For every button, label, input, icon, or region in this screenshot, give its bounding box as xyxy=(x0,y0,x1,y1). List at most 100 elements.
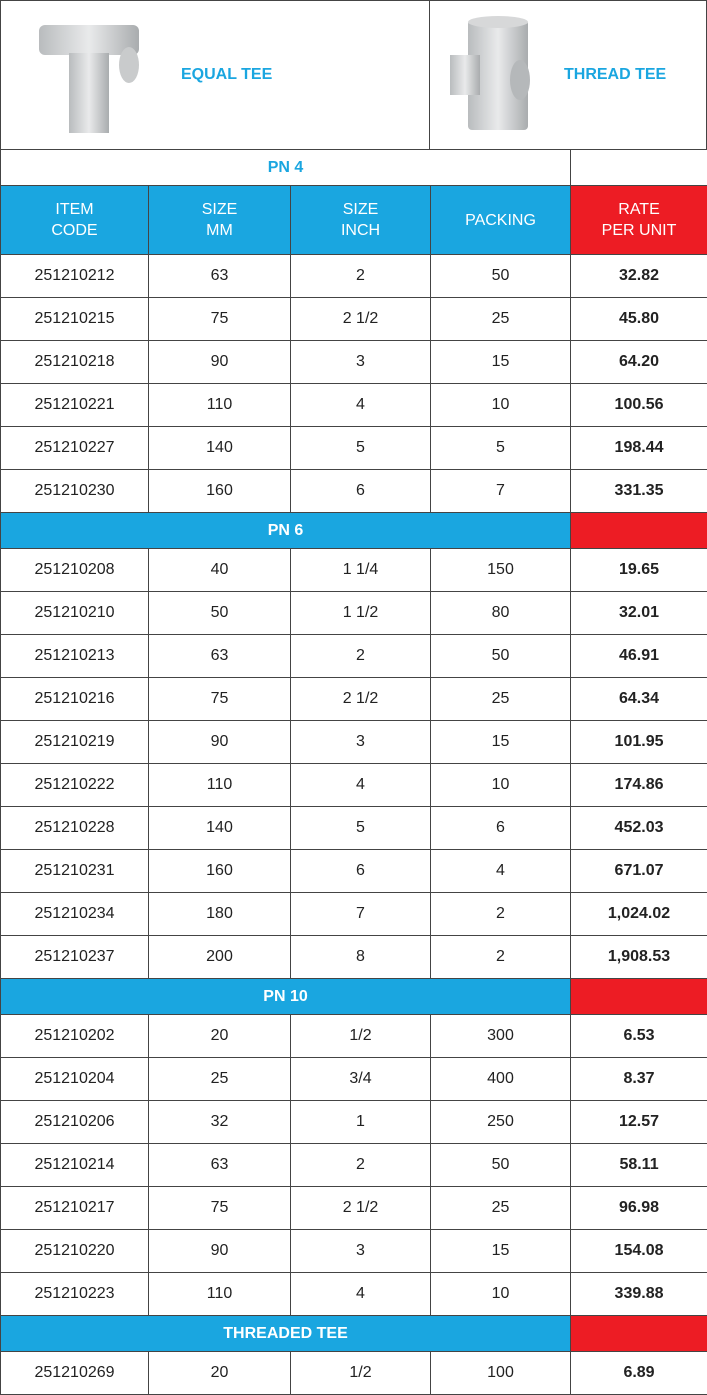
cell-text: 1 1/2 xyxy=(343,604,379,621)
cell-text: 200 xyxy=(206,948,233,965)
data-cell: 20 xyxy=(149,1015,291,1058)
cell-text: 2 1/2 xyxy=(343,690,379,707)
data-cell: 15 xyxy=(431,341,571,384)
data-cell: 251210202 xyxy=(1,1015,149,1058)
data-cell: 200 xyxy=(149,936,291,979)
cell-text: 140 xyxy=(206,819,233,836)
section-rate-cell xyxy=(571,979,707,1015)
section-rate-cell xyxy=(571,513,707,549)
data-cell: 10 xyxy=(431,764,571,807)
data-cell: 331.35 xyxy=(571,470,707,513)
data-cell: 251210227 xyxy=(1,427,149,470)
cell-text: 251210208 xyxy=(34,561,114,578)
data-cell: 2 1/2 xyxy=(291,298,431,341)
data-cell: 1 1/4 xyxy=(291,549,431,592)
cell-text: 63 xyxy=(211,1156,229,1173)
data-cell: 250 xyxy=(431,1101,571,1144)
product-header: EQUAL TEE THREAD TEE xyxy=(0,0,707,149)
section-rate-cell xyxy=(571,1316,707,1352)
data-cell: 90 xyxy=(149,1230,291,1273)
cell-text: 251210222 xyxy=(34,776,114,793)
data-cell: 251210213 xyxy=(1,635,149,678)
data-cell: 32 xyxy=(149,1101,291,1144)
cell-text: 154.08 xyxy=(615,1242,664,1259)
data-cell: 15 xyxy=(431,1230,571,1273)
data-cell: 80 xyxy=(431,592,571,635)
data-cell: 2 xyxy=(291,1144,431,1187)
cell-text: 3 xyxy=(356,353,365,370)
cell-text: 339.88 xyxy=(615,1285,664,1302)
cell-text: 251210227 xyxy=(34,439,114,456)
cell-text: 251210221 xyxy=(34,396,114,413)
data-cell: 339.88 xyxy=(571,1273,707,1316)
cell-text: 10 xyxy=(492,1285,510,1302)
data-cell: 75 xyxy=(149,678,291,721)
cell-text: 10 xyxy=(492,396,510,413)
product-item: EQUAL TEE xyxy=(1,1,430,149)
cell-text: 1/2 xyxy=(349,1027,371,1044)
data-cell: 4 xyxy=(291,1273,431,1316)
data-cell: 90 xyxy=(149,721,291,764)
cell-text: 400 xyxy=(487,1070,514,1087)
data-cell: 10 xyxy=(431,1273,571,1316)
cell-text: 251210230 xyxy=(34,482,114,499)
data-cell: 300 xyxy=(431,1015,571,1058)
data-cell: 8.37 xyxy=(571,1058,707,1101)
data-cell: 251210231 xyxy=(1,850,149,893)
data-cell: 50 xyxy=(431,635,571,678)
data-cell: 100.56 xyxy=(571,384,707,427)
cell-text: 110 xyxy=(207,1285,233,1302)
data-cell: 110 xyxy=(149,764,291,807)
data-cell: 100 xyxy=(431,1352,571,1395)
data-cell: 4 xyxy=(431,850,571,893)
cell-text: 251210219 xyxy=(34,733,114,750)
data-cell: 1/2 xyxy=(291,1015,431,1058)
cell-text: 160 xyxy=(206,482,233,499)
cell-text: PN 4 xyxy=(268,159,304,176)
cell-text: 50 xyxy=(492,267,510,284)
cell-text: 251210220 xyxy=(34,1242,114,1259)
data-cell: 4 xyxy=(291,384,431,427)
cell-text: 64.20 xyxy=(619,353,659,370)
cell-text: 10 xyxy=(492,776,510,793)
data-cell: 400 xyxy=(431,1058,571,1101)
data-cell: 251210215 xyxy=(1,298,149,341)
cell-text: 96.98 xyxy=(619,1199,659,1216)
cell-text: 58.11 xyxy=(619,1156,658,1173)
data-cell: 452.03 xyxy=(571,807,707,850)
cell-text: 180 xyxy=(206,905,233,922)
data-cell: 8 xyxy=(291,936,431,979)
data-cell: 251210234 xyxy=(1,893,149,936)
data-cell: 15 xyxy=(431,721,571,764)
cell-text: 32.82 xyxy=(619,267,659,284)
cell-text: 45.80 xyxy=(619,310,659,327)
cell-text: 6 xyxy=(496,819,505,836)
data-cell: 251210208 xyxy=(1,549,149,592)
data-cell: 671.07 xyxy=(571,850,707,893)
data-cell: 198.44 xyxy=(571,427,707,470)
data-cell: 5 xyxy=(291,427,431,470)
data-cell: 251210237 xyxy=(1,936,149,979)
cell-text: 140 xyxy=(206,439,233,456)
cell-text: 8 xyxy=(356,948,365,965)
cell-text: 174.86 xyxy=(615,776,664,793)
cell-text: 50 xyxy=(492,647,510,664)
cell-text: 251210231 xyxy=(34,862,114,879)
data-cell: 140 xyxy=(149,427,291,470)
data-cell: 50 xyxy=(149,592,291,635)
cell-text: 251210217 xyxy=(34,1199,114,1216)
data-cell: 251210214 xyxy=(1,1144,149,1187)
cell-text: 251210206 xyxy=(34,1113,114,1130)
cell-text: 101.95 xyxy=(615,733,664,750)
data-cell: 4 xyxy=(291,764,431,807)
data-cell: 251210212 xyxy=(1,255,149,298)
